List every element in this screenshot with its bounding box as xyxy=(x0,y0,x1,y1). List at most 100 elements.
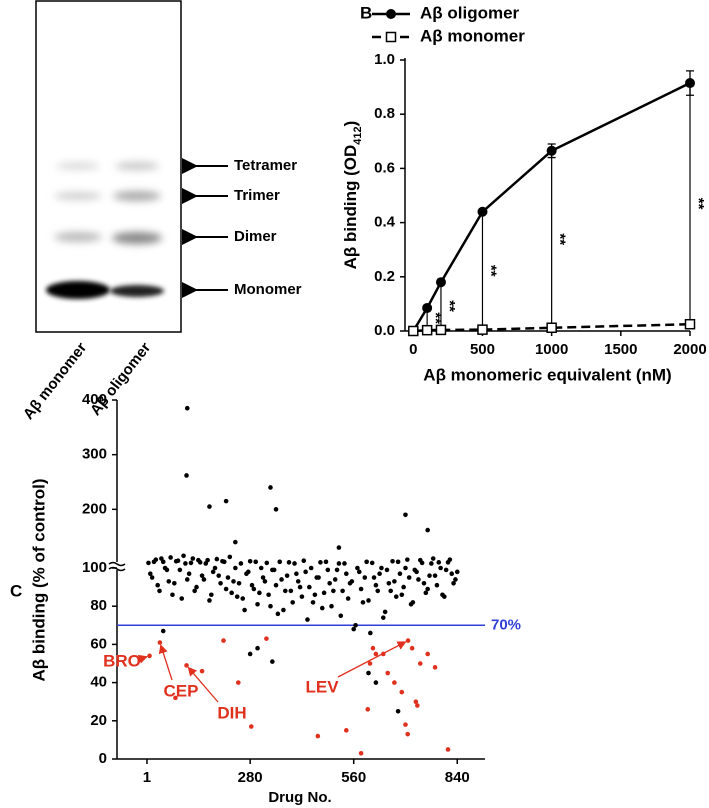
point xyxy=(367,661,373,666)
point xyxy=(292,561,297,566)
point xyxy=(297,584,303,590)
legend-label: Aβ oligomer xyxy=(420,3,520,22)
point xyxy=(247,558,253,564)
point xyxy=(366,598,371,603)
marker xyxy=(421,324,433,336)
y-axis-label: Aβ binding (% of control) xyxy=(29,478,48,681)
y-tick-label: 100 xyxy=(82,559,107,576)
point xyxy=(413,699,419,704)
y-tick-label: 1.0 xyxy=(374,51,395,68)
annotation-arrow xyxy=(337,641,407,678)
point xyxy=(344,571,349,577)
point xyxy=(332,577,338,582)
point xyxy=(365,707,371,712)
band-label: Monomer xyxy=(234,281,302,298)
point xyxy=(240,596,246,601)
point xyxy=(207,504,212,509)
point xyxy=(184,663,189,668)
lane-label: Aβ monomer xyxy=(20,339,90,422)
marker xyxy=(422,302,433,313)
point xyxy=(392,680,397,685)
point xyxy=(377,571,382,577)
point xyxy=(318,560,323,565)
point xyxy=(355,565,360,571)
point xyxy=(288,588,294,594)
y-tick-label: 400 xyxy=(82,391,107,408)
annotation-label: LEV xyxy=(305,677,339,696)
point xyxy=(347,580,353,586)
point xyxy=(410,600,416,605)
point xyxy=(247,651,253,657)
point xyxy=(305,617,310,622)
point xyxy=(201,577,207,582)
point xyxy=(155,582,160,588)
point xyxy=(368,630,373,636)
x-tick-label: 1500 xyxy=(604,341,637,358)
panel-label: B xyxy=(360,3,372,22)
point xyxy=(257,590,262,596)
significance-label: ** xyxy=(427,312,444,324)
point xyxy=(184,473,189,478)
point xyxy=(273,507,279,512)
point xyxy=(425,527,430,533)
marker xyxy=(546,322,557,333)
y-tick-label: 60 xyxy=(90,635,107,652)
y-tick-label: 200 xyxy=(82,500,107,517)
point xyxy=(264,560,270,566)
point xyxy=(248,724,254,729)
y-tick-label: 0 xyxy=(99,750,107,767)
point xyxy=(286,560,292,565)
point xyxy=(221,559,227,565)
point xyxy=(329,603,334,609)
point xyxy=(242,607,247,613)
point xyxy=(147,571,153,577)
point xyxy=(384,567,390,573)
point xyxy=(380,615,386,620)
annotation-arrow xyxy=(137,654,148,664)
x-tick-label: 2000 xyxy=(673,341,706,358)
point xyxy=(336,561,342,566)
point xyxy=(344,728,349,733)
point xyxy=(371,575,377,580)
point xyxy=(325,567,331,573)
point xyxy=(223,586,229,592)
marker xyxy=(685,78,695,89)
significance-label: ** xyxy=(690,198,707,210)
point xyxy=(340,588,345,594)
point xyxy=(233,565,238,571)
point xyxy=(382,609,388,615)
y-tick-label: 0.6 xyxy=(374,159,395,176)
point xyxy=(188,560,194,566)
marker xyxy=(408,325,419,337)
x-tick-label: 1000 xyxy=(535,341,568,358)
point xyxy=(405,731,411,737)
point xyxy=(262,579,268,584)
point xyxy=(279,577,284,582)
point xyxy=(356,569,362,575)
point xyxy=(451,580,456,586)
point xyxy=(170,592,175,598)
point xyxy=(168,555,173,560)
point xyxy=(399,592,405,598)
point xyxy=(319,605,325,611)
point xyxy=(364,559,369,565)
series-line xyxy=(413,322,691,333)
point xyxy=(229,590,234,596)
point xyxy=(166,579,172,584)
point xyxy=(190,556,196,561)
point xyxy=(177,567,183,573)
y-tick-label: 80 xyxy=(90,597,107,614)
band xyxy=(56,162,100,170)
band xyxy=(54,232,102,242)
x-axis-label: Drug No. xyxy=(268,789,331,806)
point xyxy=(238,561,244,566)
point xyxy=(199,573,205,578)
point xyxy=(358,586,364,592)
band-label: Tetramer xyxy=(234,157,297,174)
panel-label: C xyxy=(10,581,22,600)
significance-label: ** xyxy=(483,265,500,277)
point xyxy=(151,559,157,565)
point xyxy=(236,680,241,685)
point xyxy=(405,638,411,643)
